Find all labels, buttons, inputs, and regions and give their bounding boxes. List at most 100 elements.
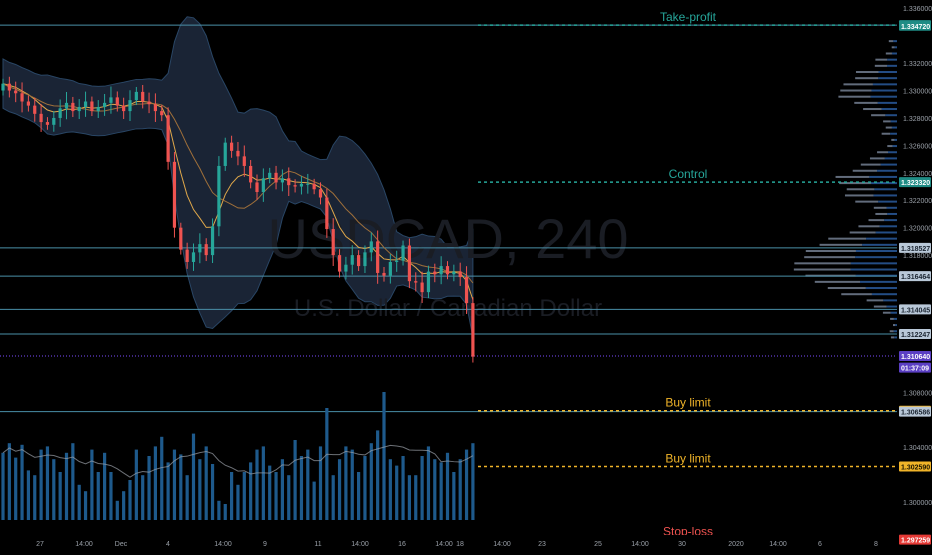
price-tag[interactable]: 1.312247: [899, 329, 931, 340]
annotation-buy-limit[interactable]: Buy limit: [478, 451, 897, 468]
candle[interactable]: [58, 99, 62, 127]
price-tag[interactable]: 1.316464: [899, 271, 931, 282]
candle[interactable]: [458, 262, 462, 286]
candle[interactable]: [20, 82, 24, 113]
volume-profile-bar: [849, 231, 876, 234]
candle[interactable]: [109, 86, 113, 114]
candle[interactable]: [414, 272, 418, 292]
candle[interactable]: [236, 141, 240, 166]
candle[interactable]: [14, 81, 18, 103]
candle[interactable]: [255, 174, 259, 200]
candle[interactable]: [230, 135, 234, 158]
candle[interactable]: [128, 90, 132, 121]
price-tag[interactable]: 1.334720: [899, 20, 931, 31]
candle[interactable]: [198, 233, 202, 264]
candle[interactable]: [160, 105, 164, 122]
candle[interactable]: [376, 230, 380, 284]
candle[interactable]: [357, 250, 361, 272]
candle[interactable]: [312, 178, 316, 195]
candle[interactable]: [388, 254, 392, 284]
candle[interactable]: [52, 111, 56, 132]
volume-profile-bar: [882, 311, 891, 314]
candle[interactable]: [122, 97, 126, 119]
candle[interactable]: [268, 167, 272, 184]
candle[interactable]: [26, 95, 30, 112]
candle[interactable]: [261, 168, 265, 202]
candle[interactable]: [280, 169, 284, 192]
annotation-take-profit[interactable]: Take-profit: [478, 10, 897, 26]
candle[interactable]: [96, 100, 100, 119]
candle[interactable]: [382, 267, 386, 282]
candle[interactable]: [172, 151, 177, 238]
price-tag[interactable]: 01:37:09: [899, 362, 931, 373]
candle[interactable]: [223, 137, 227, 171]
candle[interactable]: [331, 218, 335, 266]
candle[interactable]: [401, 240, 405, 266]
time-axis[interactable]: 27 14:00 Dec 4 14:00 9 11 14:00 16 14:00 18 14:00 23…: [0, 535, 899, 550]
price-tag[interactable]: 1.306586: [899, 406, 931, 417]
price-tag[interactable]: 1.297259: [899, 534, 931, 545]
price-tag[interactable]: 1.310640: [899, 351, 931, 362]
candle[interactable]: [420, 271, 424, 304]
candle[interactable]: [287, 167, 291, 197]
candle[interactable]: [445, 261, 450, 280]
candle[interactable]: [185, 242, 189, 269]
candle[interactable]: [39, 103, 43, 132]
candle[interactable]: [45, 117, 50, 130]
volume-profile-bar: [887, 145, 893, 148]
candle[interactable]: [407, 238, 411, 289]
candle-body: [39, 113, 43, 123]
candle[interactable]: [242, 145, 246, 177]
candle[interactable]: [464, 266, 469, 314]
candle[interactable]: [395, 250, 399, 272]
candle[interactable]: [293, 179, 297, 193]
candle[interactable]: [141, 84, 145, 109]
candle[interactable]: [325, 188, 329, 238]
annotation-buy-limit[interactable]: Buy limit: [478, 396, 897, 412]
price-tag[interactable]: 1.323320: [899, 177, 931, 188]
candle[interactable]: [274, 165, 278, 190]
annotation-control[interactable]: Control: [478, 167, 897, 183]
candle[interactable]: [299, 175, 304, 195]
candle[interactable]: [153, 93, 157, 122]
candle[interactable]: [77, 99, 81, 119]
candle[interactable]: [64, 92, 69, 120]
candle[interactable]: [210, 218, 215, 264]
candle[interactable]: [71, 96, 75, 118]
candle[interactable]: [103, 93, 107, 116]
candle[interactable]: [249, 160, 253, 189]
candle[interactable]: [166, 107, 170, 170]
candle[interactable]: [439, 256, 443, 285]
candle[interactable]: [179, 222, 183, 255]
price-axis[interactable]: 1.336000 1.332000 1.330000 1.328000 1.326000…: [899, 0, 932, 550]
candle[interactable]: [337, 249, 342, 278]
candle[interactable]: [115, 91, 119, 112]
candle[interactable]: [306, 173, 310, 194]
candle[interactable]: [83, 91, 88, 117]
candle[interactable]: [452, 264, 456, 282]
candle[interactable]: [363, 245, 367, 273]
candle[interactable]: [350, 245, 354, 275]
candle[interactable]: [344, 256, 348, 280]
candle[interactable]: [90, 96, 94, 117]
candle[interactable]: [433, 263, 437, 283]
candle[interactable]: [369, 232, 373, 262]
candle[interactable]: [33, 97, 37, 122]
candle[interactable]: [204, 238, 208, 262]
candle[interactable]: [1, 78, 5, 96]
candle[interactable]: [217, 156, 221, 237]
volume-bar: [134, 449, 138, 520]
candle[interactable]: [191, 243, 196, 271]
candle[interactable]: [147, 92, 151, 114]
candle[interactable]: [471, 297, 475, 363]
volume-profile-bar: [873, 305, 887, 308]
candle[interactable]: [134, 86, 138, 106]
price-tag[interactable]: 1.314045: [899, 304, 931, 315]
candle[interactable]: [318, 182, 323, 205]
candle[interactable]: [7, 76, 11, 98]
candle[interactable]: [426, 265, 431, 299]
price-tag[interactable]: 1.302590: [899, 461, 931, 472]
price-tag[interactable]: 1.318527: [899, 242, 931, 253]
